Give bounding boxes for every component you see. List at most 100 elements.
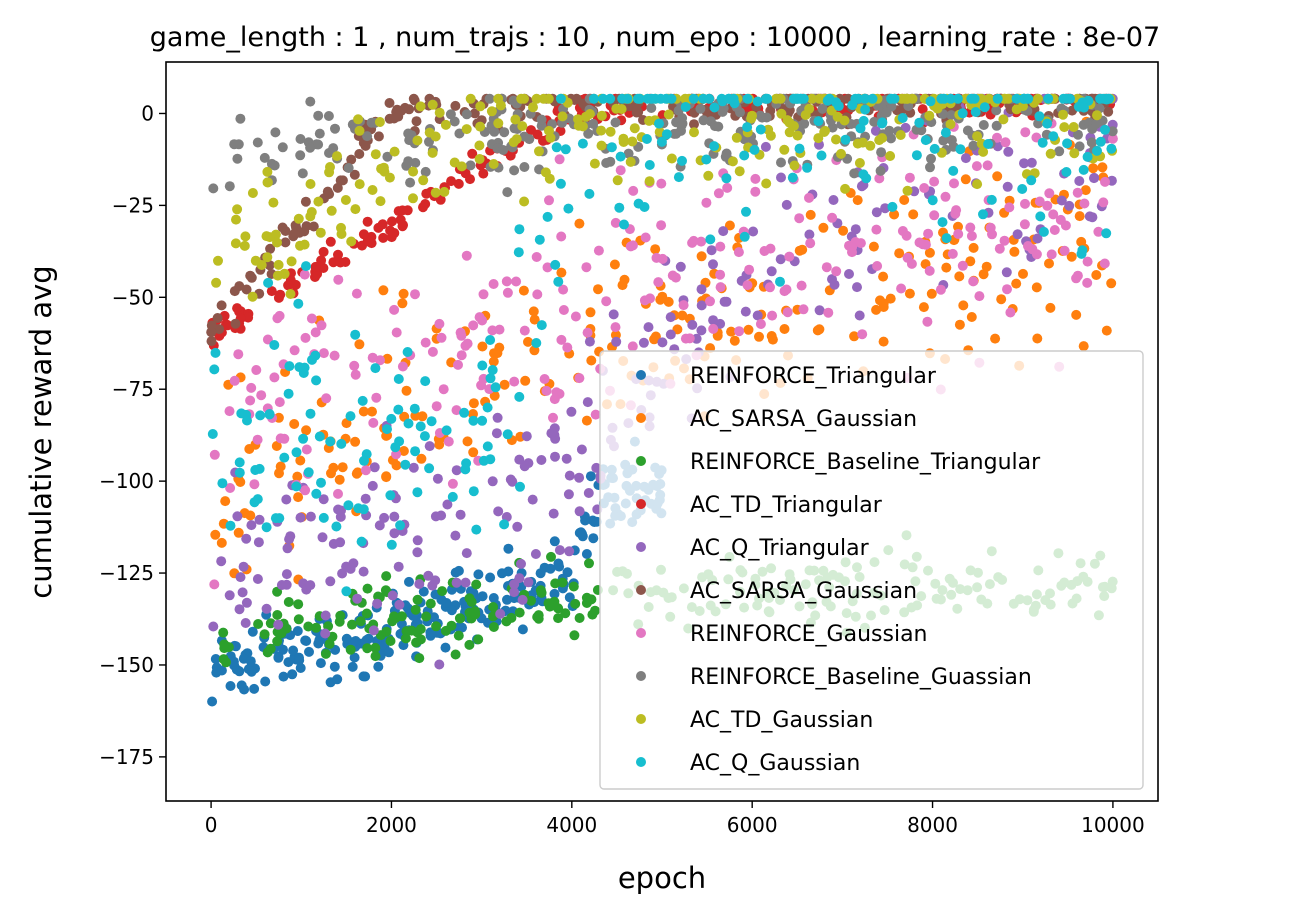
data-point: [445, 109, 456, 120]
data-point: [293, 599, 304, 610]
data-point: [455, 327, 466, 338]
data-point: [968, 276, 979, 287]
data-point: [461, 124, 472, 135]
data-point: [900, 122, 911, 133]
data-point: [350, 436, 361, 447]
data-point: [878, 271, 889, 282]
data-point: [471, 524, 482, 535]
data-point: [325, 236, 336, 247]
data-point: [418, 202, 428, 213]
data-point: [953, 229, 964, 239]
data-point: [386, 413, 397, 424]
data-point: [207, 696, 218, 707]
data-point: [696, 300, 707, 311]
data-point: [516, 558, 526, 569]
data-point: [919, 183, 930, 193]
data-point: [1034, 111, 1045, 122]
data-point: [273, 619, 284, 630]
data-point: [760, 141, 771, 152]
data-point: [531, 252, 542, 262]
data-point: [1076, 248, 1087, 259]
data-point: [698, 115, 709, 126]
data-point: [311, 488, 322, 499]
data-point: [536, 455, 547, 465]
data-point: [653, 277, 664, 288]
data-point: [241, 597, 252, 608]
data-point: [224, 590, 235, 601]
data-point: [779, 144, 790, 155]
data-point: [420, 166, 431, 177]
data-point: [507, 476, 518, 487]
data-point: [852, 282, 862, 293]
data-point: [291, 447, 302, 458]
data-point: [243, 312, 254, 323]
data-point: [232, 511, 243, 522]
data-point: [332, 151, 342, 162]
data-point: [374, 117, 385, 127]
data-point: [744, 264, 755, 275]
data-point: [742, 122, 753, 133]
data-point: [831, 266, 842, 277]
data-point: [468, 320, 479, 331]
data-point: [251, 365, 262, 375]
data-point: [381, 571, 392, 582]
data-point: [378, 162, 389, 173]
data-point: [872, 261, 883, 271]
data-point: [314, 128, 325, 139]
data-point: [586, 355, 597, 366]
data-point: [733, 247, 744, 258]
data-point: [382, 424, 392, 435]
data-point: [492, 412, 503, 423]
data-point: [794, 143, 805, 154]
data-point: [554, 154, 565, 165]
data-point: [353, 114, 364, 125]
data-point: [362, 216, 373, 227]
data-point: [233, 349, 244, 360]
data-point: [300, 332, 311, 343]
data-point: [746, 113, 757, 124]
data-point: [618, 133, 629, 144]
data-point: [491, 428, 502, 439]
data-point: [382, 151, 393, 162]
data-point: [582, 327, 593, 338]
data-point: [945, 119, 956, 130]
data-point: [911, 150, 922, 161]
data-point: [282, 543, 293, 554]
data-point: [527, 494, 538, 505]
data-point: [532, 129, 543, 140]
data-point: [955, 144, 966, 155]
data-point: [347, 619, 357, 630]
data-point: [577, 138, 588, 149]
data-point: [477, 415, 488, 426]
data-point: [577, 121, 588, 132]
data-point: [301, 425, 312, 436]
data-point: [676, 120, 687, 131]
data-point: [902, 252, 913, 263]
x-tick-label: 10000: [1081, 813, 1145, 837]
data-point: [859, 93, 870, 104]
data-point: [411, 637, 422, 648]
data-point: [253, 619, 264, 629]
data-point: [687, 319, 698, 330]
data-point: [982, 160, 993, 171]
data-point: [513, 247, 524, 258]
data-point: [534, 146, 544, 157]
data-point: [238, 561, 249, 572]
data-point: [271, 441, 282, 451]
data-point: [324, 639, 335, 649]
data-point: [752, 96, 763, 107]
data-point: [373, 661, 384, 672]
data-point: [840, 134, 851, 145]
data-point: [750, 173, 761, 184]
data-point: [488, 356, 499, 367]
data-point: [519, 162, 530, 172]
data-point: [217, 478, 228, 489]
data-point: [775, 254, 786, 265]
data-point: [447, 491, 458, 502]
data-point: [220, 496, 231, 507]
data-point: [950, 208, 961, 219]
data-point: [266, 286, 277, 297]
data-point: [1060, 220, 1071, 231]
data-point: [596, 110, 607, 121]
data-point: [789, 160, 800, 171]
